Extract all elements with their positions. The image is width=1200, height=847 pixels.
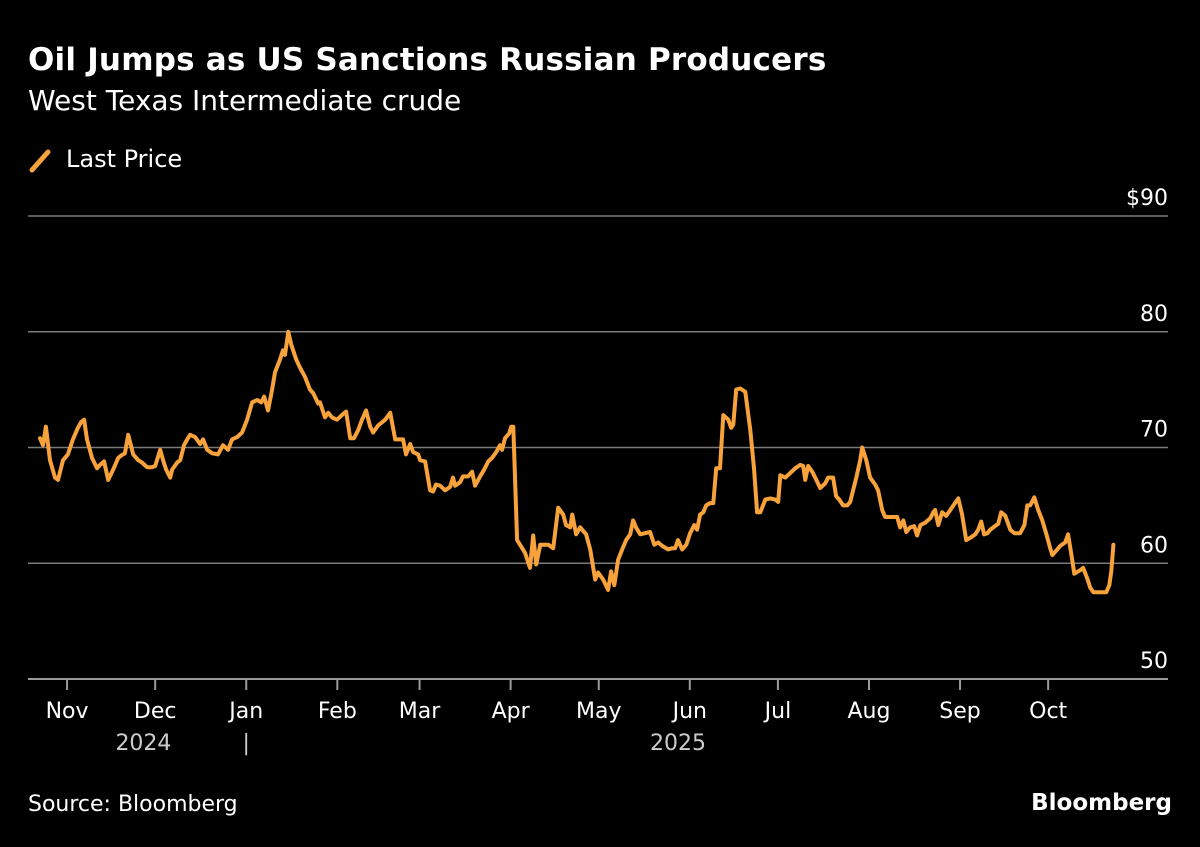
- x-tick-label: Oct: [1029, 699, 1067, 724]
- x-year-label: 2025: [650, 731, 706, 756]
- chart-title: Oil Jumps as US Sanctions Russian Produc…: [28, 42, 827, 78]
- x-tick-label: Aug: [847, 699, 890, 724]
- legend: Last Price: [28, 144, 182, 174]
- x-tick-label: Jan: [227, 699, 263, 724]
- series-line-last-price: [38, 329, 1116, 595]
- x-tick-label: May: [576, 699, 621, 724]
- y-tick-label: 70: [1140, 418, 1168, 443]
- legend-line-icon: [29, 149, 51, 173]
- y-tick-label: 60: [1140, 533, 1168, 558]
- y-tick-label: $90: [1126, 186, 1168, 211]
- x-tick-label: Mar: [399, 699, 441, 724]
- x-tick-label: Jul: [763, 699, 792, 724]
- y-tick-label: 80: [1140, 302, 1168, 327]
- chart-subtitle: West Texas Intermediate crude: [28, 84, 462, 117]
- bloomberg-logo: Bloomberg: [1031, 790, 1172, 816]
- x-tick-label: Apr: [492, 699, 531, 724]
- x-tick-label: Jun: [671, 699, 707, 724]
- x-tick-label: Dec: [134, 699, 177, 724]
- x-year-label: |: [243, 731, 250, 756]
- legend-label: Last Price: [66, 145, 183, 173]
- x-year-label: 2024: [115, 731, 171, 756]
- x-tick-label: Nov: [46, 699, 89, 724]
- x-tick-label: Sep: [939, 699, 980, 724]
- x-tick-label: Feb: [318, 699, 357, 724]
- y-tick-label: 50: [1140, 649, 1168, 674]
- source-note: Source: Bloomberg: [28, 792, 238, 817]
